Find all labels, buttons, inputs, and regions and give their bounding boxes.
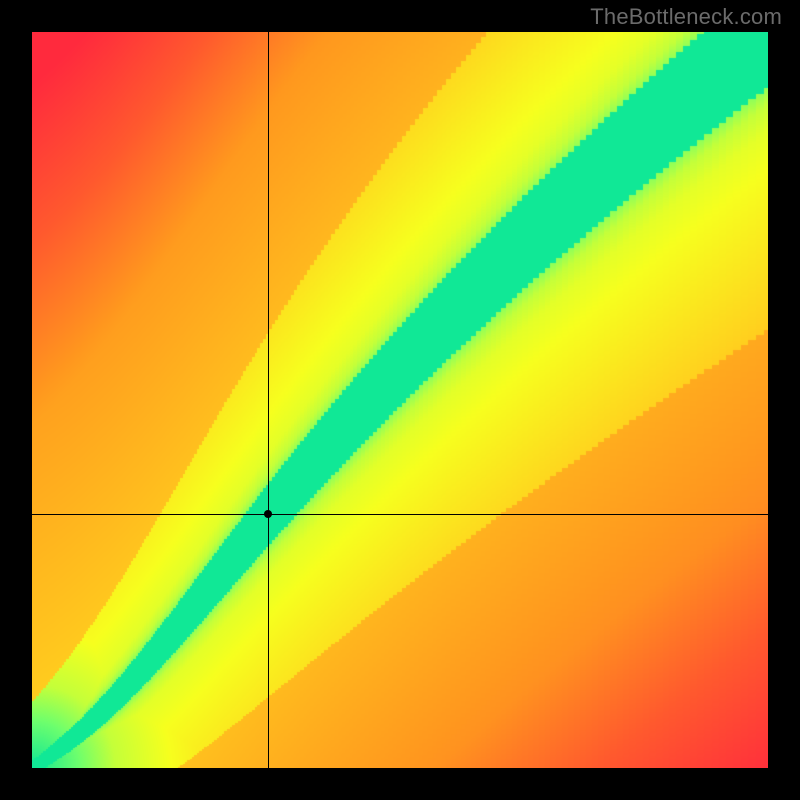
crosshair-marker (264, 510, 272, 518)
chart-frame: TheBottleneck.com (0, 0, 800, 800)
crosshair-vertical (268, 32, 269, 768)
heatmap-canvas (32, 32, 768, 768)
crosshair-horizontal (32, 514, 768, 515)
watermark-text: TheBottleneck.com (590, 4, 782, 30)
plot-area (32, 32, 768, 768)
